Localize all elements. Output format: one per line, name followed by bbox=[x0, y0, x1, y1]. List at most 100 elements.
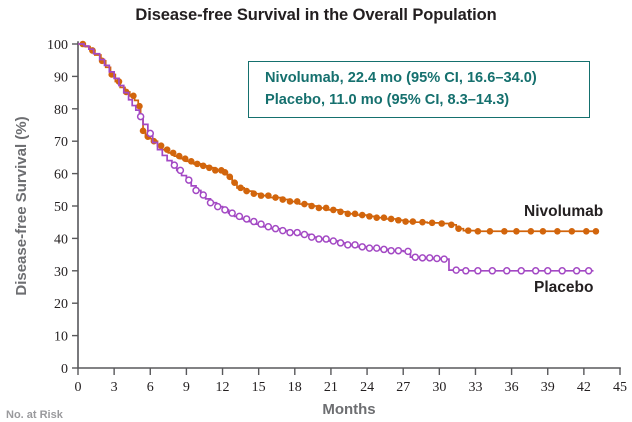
censor-mark-placebo bbox=[242, 215, 251, 223]
censor-mark-nivolumab bbox=[337, 208, 344, 216]
censor-mark-nivolumab bbox=[163, 146, 171, 153]
censor-mark-nivolumab bbox=[231, 179, 238, 186]
y-axis-tick-label: 70 bbox=[54, 135, 68, 150]
censor-mark-nivolumab bbox=[175, 152, 183, 160]
censor-mark-nivolumab bbox=[279, 196, 287, 203]
censor-mark-nivolumab bbox=[250, 190, 258, 197]
censor-mark-placebo bbox=[411, 253, 419, 261]
censor-mark-nivolumab bbox=[181, 155, 189, 162]
censor-mark-nivolumab bbox=[139, 127, 147, 135]
censor-mark-placebo bbox=[146, 129, 155, 138]
censor-mark-nivolumab bbox=[205, 164, 213, 172]
y-axis-tick-label: 50 bbox=[54, 200, 68, 215]
legend-line-placebo: Placebo, 11.0 mo (95% CI, 8.3–14.3) bbox=[265, 91, 510, 108]
censor-mark-placebo bbox=[584, 267, 593, 275]
censor-mark-placebo bbox=[250, 217, 258, 226]
censor-mark-placebo bbox=[322, 235, 330, 243]
y-axis-tick-label: 60 bbox=[54, 168, 68, 183]
censor-mark-placebo bbox=[136, 112, 145, 121]
censor-mark-placebo bbox=[185, 176, 193, 184]
censor-mark-placebo bbox=[358, 243, 366, 251]
x-axis-tick-label: 9 bbox=[183, 380, 190, 395]
y-axis-tick-label: 0 bbox=[61, 362, 68, 377]
censor-mark-nivolumab bbox=[464, 227, 472, 234]
censor-mark-nivolumab bbox=[554, 227, 561, 235]
censor-mark-placebo bbox=[300, 230, 309, 239]
censor-mark-nivolumab bbox=[226, 173, 234, 181]
censor-mark-placebo bbox=[293, 228, 301, 237]
x-axis-tick-label: 12 bbox=[216, 380, 230, 395]
censor-mark-nivolumab bbox=[293, 198, 301, 205]
x-axis-tick-label: 45 bbox=[613, 380, 627, 395]
censor-mark-nivolumab bbox=[199, 162, 207, 170]
x-axis-tick-label: 42 bbox=[577, 380, 591, 395]
censor-mark-placebo bbox=[206, 199, 215, 207]
censor-mark-nivolumab bbox=[402, 218, 409, 225]
censor-mark-nivolumab bbox=[237, 184, 244, 192]
censor-mark-nivolumab bbox=[395, 216, 402, 224]
censor-mark-placebo bbox=[488, 267, 497, 275]
censor-mark-placebo bbox=[404, 247, 412, 256]
censor-mark-nivolumab bbox=[301, 200, 308, 208]
no-at-risk-footnote: No. at Risk bbox=[6, 410, 63, 421]
censor-mark-nivolumab bbox=[568, 227, 576, 235]
x-axis-tick-label: 36 bbox=[505, 380, 519, 395]
x-axis-tick-label: 30 bbox=[432, 380, 446, 395]
y-axis-title: Disease-free Survival (%) bbox=[13, 116, 30, 295]
y-axis-tick-label: 20 bbox=[54, 297, 68, 312]
censor-mark-placebo bbox=[387, 246, 395, 255]
censor-mark-nivolumab bbox=[582, 227, 590, 235]
censor-mark-placebo bbox=[462, 267, 470, 275]
censor-mark-placebo bbox=[440, 255, 448, 263]
censor-mark-nivolumab bbox=[419, 218, 426, 226]
censor-mark-placebo bbox=[418, 254, 427, 262]
censor-mark-placebo bbox=[221, 206, 229, 214]
censor-mark-placebo bbox=[365, 244, 374, 252]
y-axis-tick-label: 40 bbox=[54, 232, 68, 247]
y-axis-tick-label: 80 bbox=[54, 103, 68, 118]
y-axis-tick-label: 10 bbox=[54, 330, 68, 345]
page-title: Disease-free Survival in the Overall Pop… bbox=[135, 6, 497, 24]
censor-mark-nivolumab bbox=[474, 227, 482, 235]
censor-mark-placebo bbox=[199, 191, 208, 199]
censor-mark-nivolumab bbox=[438, 220, 446, 227]
censor-mark-nivolumab bbox=[157, 142, 165, 150]
censor-mark-nivolumab bbox=[169, 149, 177, 157]
censor-mark-placebo bbox=[257, 220, 265, 228]
x-axis-tick-label: 0 bbox=[75, 380, 82, 395]
censor-mark-placebo bbox=[380, 245, 388, 254]
x-axis-tick-label: 39 bbox=[541, 380, 555, 395]
censor-mark-nivolumab bbox=[358, 211, 366, 219]
censor-mark-placebo bbox=[517, 267, 525, 275]
x-axis-tick-label: 15 bbox=[252, 380, 266, 395]
censor-mark-placebo bbox=[170, 161, 179, 169]
censor-mark-placebo bbox=[176, 166, 185, 175]
y-axis-tick-label: 100 bbox=[47, 38, 68, 53]
censor-mark-placebo bbox=[474, 267, 482, 275]
censor-mark-nivolumab bbox=[455, 225, 462, 232]
series-label-placebo: Placebo bbox=[534, 279, 594, 296]
censor-mark-placebo bbox=[394, 246, 403, 255]
censor-mark-placebo bbox=[192, 186, 200, 195]
censor-mark-nivolumab bbox=[409, 218, 417, 225]
censor-mark-nivolumab bbox=[272, 194, 279, 201]
x-axis-tick-label: 18 bbox=[288, 380, 302, 395]
censor-mark-nivolumab bbox=[501, 227, 508, 235]
censor-mark-placebo bbox=[543, 267, 552, 275]
x-axis-tick-label: 21 bbox=[324, 380, 338, 395]
censor-mark-nivolumab bbox=[527, 227, 535, 235]
censor-mark-placebo bbox=[336, 239, 345, 247]
censor-mark-nivolumab bbox=[286, 198, 294, 205]
censor-mark-placebo bbox=[351, 241, 359, 249]
censor-mark-placebo bbox=[344, 241, 352, 249]
series-label-nivolumab: Nivolumab bbox=[524, 203, 604, 220]
censor-mark-nivolumab bbox=[212, 167, 219, 174]
censor-mark-placebo bbox=[286, 228, 294, 237]
x-axis-tick-label: 6 bbox=[147, 380, 154, 395]
censor-mark-placebo bbox=[264, 222, 273, 231]
y-axis-tick-label: 90 bbox=[54, 70, 68, 85]
censor-mark-placebo bbox=[425, 254, 434, 262]
censor-mark-placebo bbox=[307, 233, 316, 241]
censor-mark-placebo bbox=[279, 226, 287, 235]
censor-mark-nivolumab bbox=[257, 192, 265, 199]
